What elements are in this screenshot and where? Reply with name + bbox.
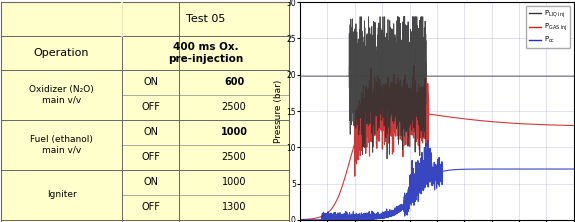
Text: 600: 600: [224, 77, 244, 87]
Text: 400 ms Ox.
pre-injection: 400 ms Ox. pre-injection: [168, 42, 243, 64]
Text: OFF: OFF: [141, 152, 160, 162]
Text: ON: ON: [143, 177, 158, 187]
Text: ON: ON: [143, 77, 158, 87]
Text: 2500: 2500: [222, 102, 247, 112]
Text: Test 05: Test 05: [186, 14, 225, 24]
Text: ON: ON: [143, 127, 158, 137]
Text: OFF: OFF: [141, 202, 160, 212]
Text: Operation: Operation: [34, 48, 89, 58]
Text: 1000: 1000: [222, 177, 246, 187]
Legend: P$_{\mathrm{LIQ\ inj}}$, P$_{\mathrm{GAS\ inj}}$, P$_{\mathrm{cc}}$: P$_{\mathrm{LIQ\ inj}}$, P$_{\mathrm{GAS…: [526, 6, 570, 48]
Y-axis label: Pressure (bar): Pressure (bar): [274, 79, 283, 143]
Text: Oxidizer (N₂O)
main v/v: Oxidizer (N₂O) main v/v: [29, 85, 94, 105]
Text: 2500: 2500: [222, 152, 247, 162]
Text: OFF: OFF: [141, 102, 160, 112]
Text: 1000: 1000: [221, 127, 248, 137]
Text: 1300: 1300: [222, 202, 246, 212]
Text: Igniter: Igniter: [47, 190, 76, 199]
Text: Fuel (ethanol)
main v/v: Fuel (ethanol) main v/v: [30, 135, 93, 155]
